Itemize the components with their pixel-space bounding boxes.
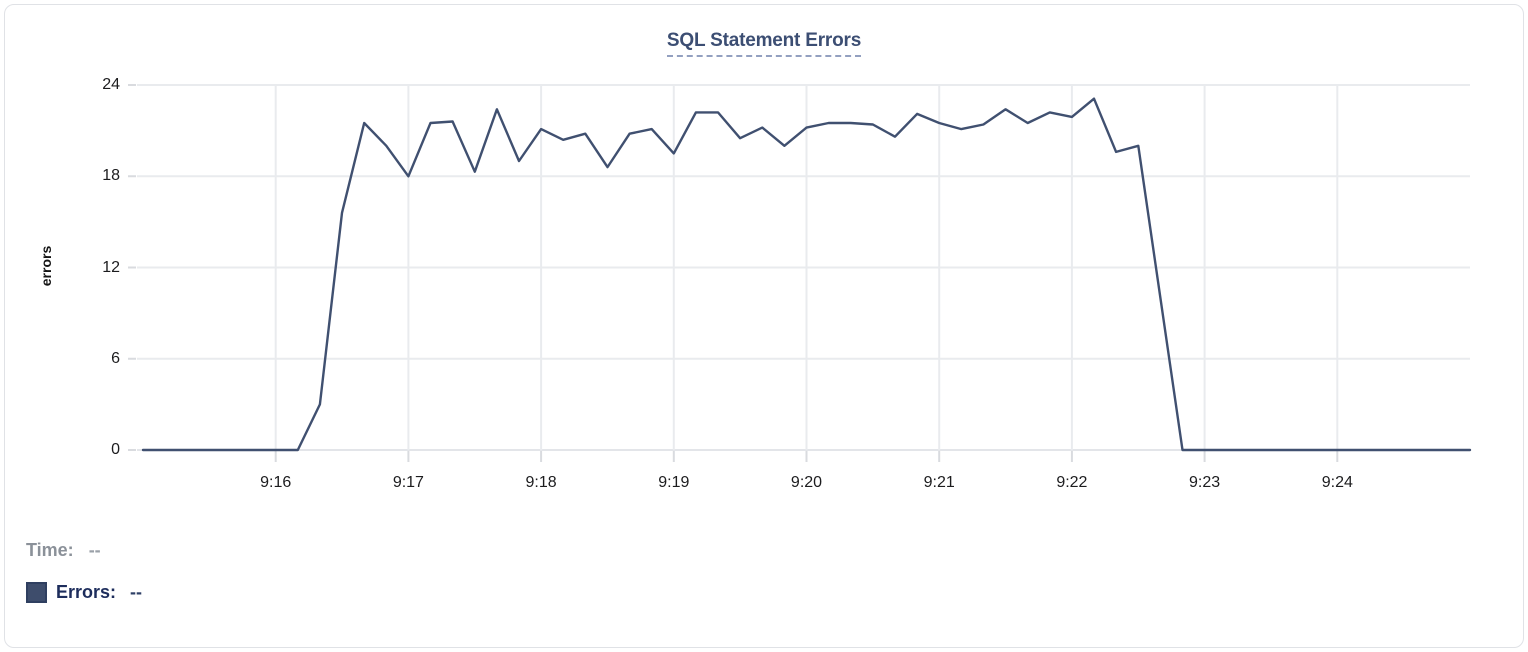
y-axis-label: errors — [38, 245, 54, 287]
chart-card — [4, 4, 1524, 648]
legend-errors-label: Errors: — [56, 582, 117, 602]
chart-title[interactable]: SQL Statement Errors — [666, 30, 861, 57]
legend-errors-row: Errors: -- — [26, 582, 142, 603]
errors-series-swatch-icon — [26, 582, 47, 603]
legend-time-label: Time: — [26, 540, 74, 560]
chart-header: SQL Statement Errors — [0, 30, 1528, 57]
legend-errors-value: -- — [130, 582, 143, 602]
legend-time-value: -- — [88, 540, 101, 560]
legend-time-row: Time: -- — [26, 540, 101, 561]
